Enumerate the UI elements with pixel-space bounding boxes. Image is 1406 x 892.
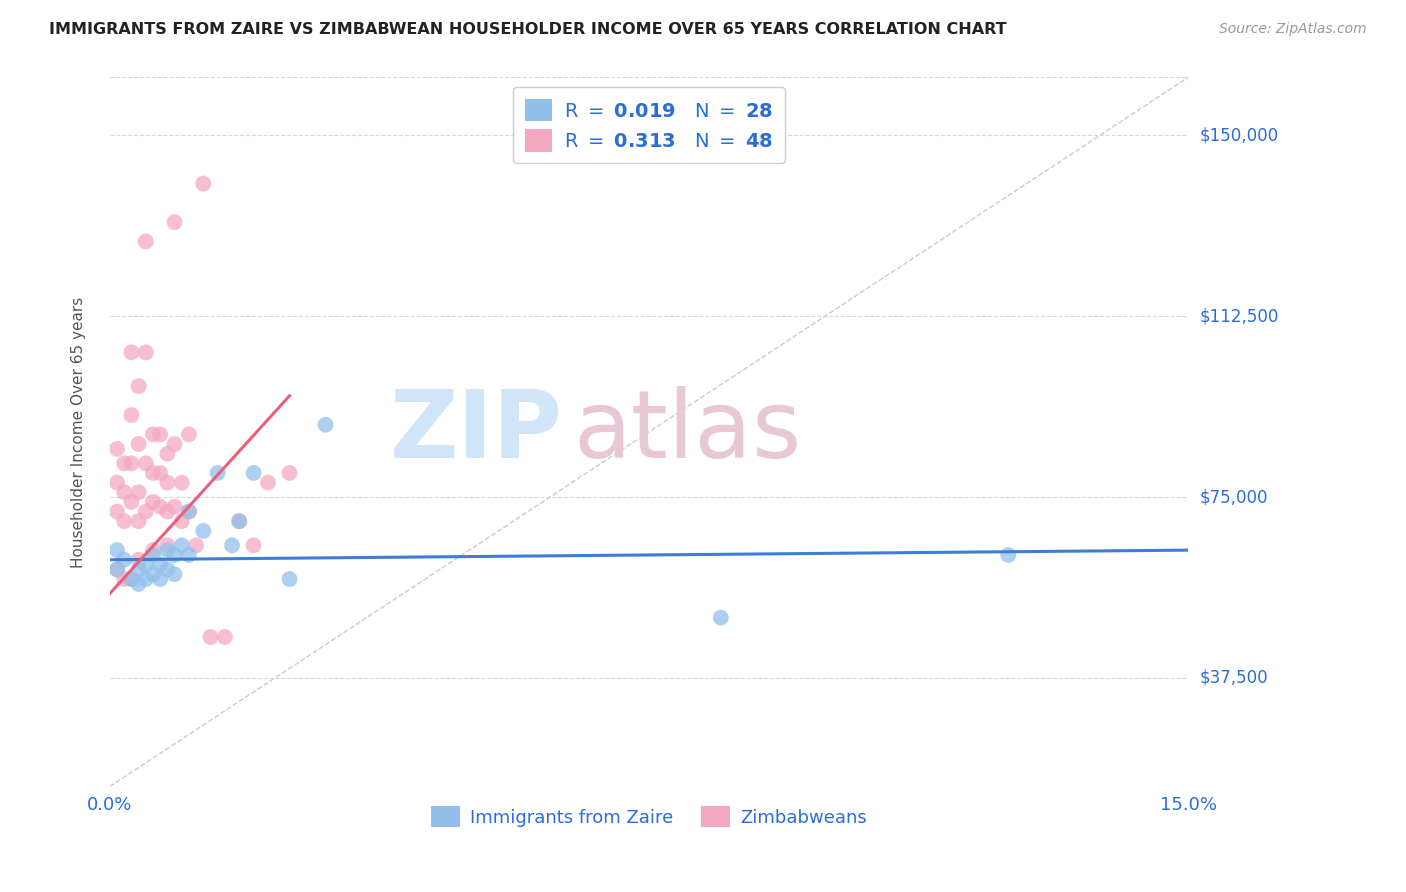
Point bbox=[105, 543, 128, 558]
Point bbox=[170, 514, 193, 528]
Point bbox=[135, 572, 157, 586]
Point bbox=[149, 500, 172, 514]
Text: atlas: atlas bbox=[574, 386, 801, 478]
Point bbox=[105, 442, 128, 456]
Point bbox=[156, 475, 179, 490]
Point bbox=[997, 548, 1019, 562]
Point bbox=[177, 427, 200, 442]
Point bbox=[105, 562, 128, 576]
Point bbox=[142, 495, 165, 509]
Point bbox=[221, 538, 243, 552]
Point bbox=[112, 553, 135, 567]
Legend: Immigrants from Zaire, Zimbabweans: Immigrants from Zaire, Zimbabweans bbox=[423, 799, 875, 834]
Point bbox=[314, 417, 336, 432]
Point bbox=[710, 610, 733, 624]
Point bbox=[149, 466, 172, 480]
Point bbox=[135, 235, 157, 249]
Point bbox=[228, 514, 250, 528]
Y-axis label: Householder Income Over 65 years: Householder Income Over 65 years bbox=[72, 296, 86, 567]
Point bbox=[242, 538, 264, 552]
Point bbox=[156, 447, 179, 461]
Point bbox=[156, 504, 179, 518]
Point bbox=[163, 548, 186, 562]
Point bbox=[128, 514, 150, 528]
Point bbox=[278, 572, 301, 586]
Point bbox=[112, 456, 135, 470]
Point bbox=[184, 538, 207, 552]
Point bbox=[120, 572, 142, 586]
Point bbox=[257, 475, 280, 490]
Point bbox=[193, 524, 215, 538]
Text: IMMIGRANTS FROM ZAIRE VS ZIMBABWEAN HOUSEHOLDER INCOME OVER 65 YEARS CORRELATION: IMMIGRANTS FROM ZAIRE VS ZIMBABWEAN HOUS… bbox=[49, 22, 1007, 37]
Point bbox=[120, 456, 142, 470]
Point bbox=[142, 427, 165, 442]
Point bbox=[120, 345, 142, 359]
Point bbox=[163, 500, 186, 514]
Point bbox=[214, 630, 236, 644]
Point bbox=[135, 558, 157, 572]
Text: ZIP: ZIP bbox=[389, 386, 562, 478]
Point bbox=[128, 485, 150, 500]
Point bbox=[149, 572, 172, 586]
Point bbox=[149, 558, 172, 572]
Point bbox=[128, 577, 150, 591]
Point bbox=[242, 466, 264, 480]
Text: $112,500: $112,500 bbox=[1199, 307, 1278, 326]
Point bbox=[163, 215, 186, 229]
Point bbox=[105, 562, 128, 576]
Point bbox=[177, 504, 200, 518]
Point bbox=[142, 548, 165, 562]
Text: Source: ZipAtlas.com: Source: ZipAtlas.com bbox=[1219, 22, 1367, 37]
Text: $75,000: $75,000 bbox=[1199, 488, 1268, 506]
Point bbox=[128, 553, 150, 567]
Point bbox=[156, 543, 179, 558]
Point bbox=[105, 504, 128, 518]
Point bbox=[149, 427, 172, 442]
Point bbox=[207, 466, 229, 480]
Point bbox=[156, 538, 179, 552]
Point bbox=[163, 437, 186, 451]
Text: $37,500: $37,500 bbox=[1199, 669, 1268, 687]
Point bbox=[112, 514, 135, 528]
Point bbox=[112, 485, 135, 500]
Point bbox=[170, 538, 193, 552]
Point bbox=[120, 408, 142, 422]
Point bbox=[163, 567, 186, 582]
Point bbox=[156, 562, 179, 576]
Point bbox=[170, 475, 193, 490]
Point bbox=[128, 437, 150, 451]
Point bbox=[128, 379, 150, 393]
Point bbox=[142, 466, 165, 480]
Point bbox=[177, 504, 200, 518]
Point bbox=[128, 562, 150, 576]
Point bbox=[120, 572, 142, 586]
Point bbox=[177, 548, 200, 562]
Point bbox=[142, 567, 165, 582]
Point bbox=[135, 504, 157, 518]
Text: $150,000: $150,000 bbox=[1199, 127, 1278, 145]
Point bbox=[112, 572, 135, 586]
Point bbox=[135, 345, 157, 359]
Point bbox=[193, 177, 215, 191]
Point bbox=[120, 495, 142, 509]
Point bbox=[228, 514, 250, 528]
Point bbox=[105, 475, 128, 490]
Point bbox=[135, 456, 157, 470]
Point bbox=[278, 466, 301, 480]
Point bbox=[142, 543, 165, 558]
Point bbox=[200, 630, 222, 644]
